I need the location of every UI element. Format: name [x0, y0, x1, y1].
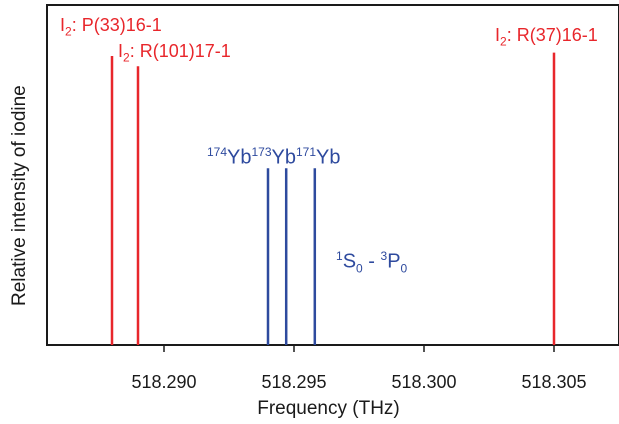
label-r101-line: I2: R(101)17-1	[118, 41, 231, 65]
x-tick-label: 518.305	[521, 372, 587, 392]
x-tick-label: 518.290	[131, 372, 197, 392]
spectral-lines	[110, 52, 556, 345]
plot-frame	[46, 4, 619, 346]
label-transition: 1S0 - 3P0	[336, 249, 408, 276]
x-axis-ticks	[163, 345, 555, 352]
x-tick-label: 518.295	[261, 372, 327, 392]
x-axis-label: Frequency (THz)	[257, 398, 400, 419]
label-r37-line: I2: R(37)16-1	[495, 25, 598, 49]
x-tick-label: 518.300	[391, 372, 457, 392]
label-p33-line: I2: P(33)16-1	[60, 15, 162, 39]
label-yb-isotopes: 174Yb173Yb171Yb	[207, 145, 341, 169]
y-axis-label: Relative intensity of iodine	[9, 85, 30, 306]
